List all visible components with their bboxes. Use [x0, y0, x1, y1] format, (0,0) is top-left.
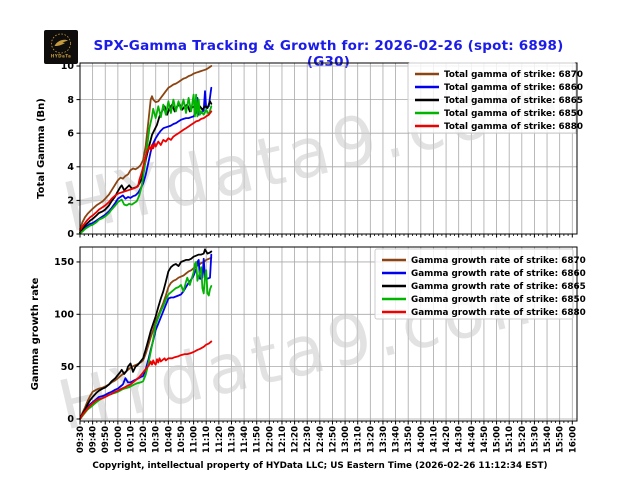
x-tick-label: 13:50: [404, 426, 414, 453]
x-tick-label: 10:00: [114, 426, 124, 453]
y-tick-label: 0: [67, 414, 74, 425]
x-tick-label: 13:30: [379, 426, 389, 453]
hydata-logo-emblem: HYDaTa: [51, 33, 71, 59]
legend-entry-6870: Gamma growth rate of strike: 6870: [411, 256, 586, 266]
axes-and-ticks: 0 2 4 6 8 10 Total Gamma (Bn) 0 50 100 150 Gamma gr…: [30, 61, 578, 453]
x-tick-label: 15:50: [556, 426, 566, 453]
x-tick-label: 11:20: [215, 426, 225, 453]
hydata-logo: HYDaTa: [44, 30, 78, 64]
x-tick-label: 12:50: [328, 426, 338, 453]
x-tick-label: 11:50: [253, 426, 263, 453]
x-tick-label: 10:50: [177, 426, 187, 453]
x-tick-label: 12:10: [278, 426, 288, 453]
series-total-gamma-6880: [79, 110, 213, 232]
y-axis-label-growth-rate: Gamma growth rate: [30, 277, 41, 390]
y-tick-label: 2: [67, 196, 74, 207]
series-growth-rate-6880: [79, 340, 213, 420]
legend-entry-6860: Total gamma of strike: 6860: [444, 83, 583, 93]
y-tick-label: 50: [61, 362, 75, 373]
y-tick-label: 8: [67, 95, 74, 106]
x-tick-label: 12:30: [303, 426, 313, 453]
x-tick-label: 14:00: [417, 426, 427, 453]
y-axis-label-total-gamma: Total Gamma (Bn): [36, 98, 47, 199]
x-tick-label: 14:50: [480, 426, 490, 453]
x-tick-label: 09:50: [101, 426, 111, 453]
legend-box-growth-rate: [374, 248, 574, 320]
series-total-gamma-6870: [79, 65, 213, 230]
legend-entry-6865: Gamma growth rate of strike: 6865: [411, 282, 586, 292]
x-tick-label: 12:00: [265, 426, 275, 453]
legends: Total gamma of strike: 6870 Total gamma o…: [374, 62, 586, 320]
y-tick-label: 4: [67, 162, 74, 173]
x-tick-label: 15:10: [505, 426, 515, 453]
x-tick-label: 14:10: [429, 426, 439, 453]
y-tick-label: 6: [67, 128, 74, 139]
legend-box-total-gamma: [407, 62, 577, 134]
legend-entry-6880: Gamma growth rate of strike: 6880: [411, 308, 586, 318]
logo-circle: [51, 33, 71, 54]
copyright-footer: Copyright, intellectual property of HYDa…: [92, 461, 548, 471]
x-tick-label: 13:10: [354, 426, 364, 453]
logo-bird-icon: [54, 39, 68, 47]
series-growth-rate-6870: [79, 256, 213, 420]
legend-entry-6850: Total gamma of strike: 6850: [444, 109, 583, 119]
x-tick-label: 10:30: [152, 426, 162, 453]
x-tick-label: 09:30: [76, 426, 86, 453]
y-tick-label: 0: [67, 229, 74, 240]
x-tick-label: 11:30: [227, 426, 237, 453]
x-tick-label: 14:30: [455, 426, 465, 453]
x-tick-label: 13:20: [366, 426, 376, 453]
x-tick-label: 14:20: [442, 426, 452, 453]
x-tick-label: 16:00: [568, 426, 578, 453]
data-series: [79, 65, 213, 420]
y-tick-label: 150: [54, 257, 74, 268]
series-total-gamma-6850: [79, 93, 213, 235]
x-tick-label: 13:00: [341, 426, 351, 453]
legend-entry-6850: Gamma growth rate of strike: 6850: [411, 295, 586, 305]
x-tick-label: 11:10: [202, 426, 212, 453]
x-tick-label: 15:20: [518, 426, 528, 453]
legend-entry-6870: Total gamma of strike: 6870: [444, 70, 583, 80]
x-tick-label: 15:30: [530, 426, 540, 453]
x-tick-label: 12:20: [291, 426, 301, 453]
x-tick-label: 10:40: [164, 426, 174, 453]
x-tick-label: 10:20: [139, 426, 149, 453]
logo-text: HYDaTa: [51, 54, 71, 59]
y-tick-label: 10: [61, 61, 75, 72]
x-tick-label: 11:00: [190, 426, 200, 453]
x-tick-label: 14:40: [467, 426, 477, 453]
legend-entry-6880: Total gamma of strike: 6880: [444, 122, 583, 132]
x-tick-label: 13:40: [392, 426, 402, 453]
x-tick-label: 15:00: [493, 426, 503, 453]
x-tick-label: 12:40: [316, 426, 326, 453]
legend-entry-6860: Gamma growth rate of strike: 6860: [411, 269, 586, 279]
x-tick-label: 10:10: [126, 426, 136, 453]
x-tick-label: 15:40: [543, 426, 553, 453]
y-tick-label: 100: [54, 310, 74, 321]
legend-entry-6865: Total gamma of strike: 6865: [444, 96, 583, 106]
x-tick-label: 11:40: [240, 426, 250, 453]
series-growth-rate-6865: [79, 248, 213, 420]
x-tick-label: 09:40: [89, 426, 99, 453]
